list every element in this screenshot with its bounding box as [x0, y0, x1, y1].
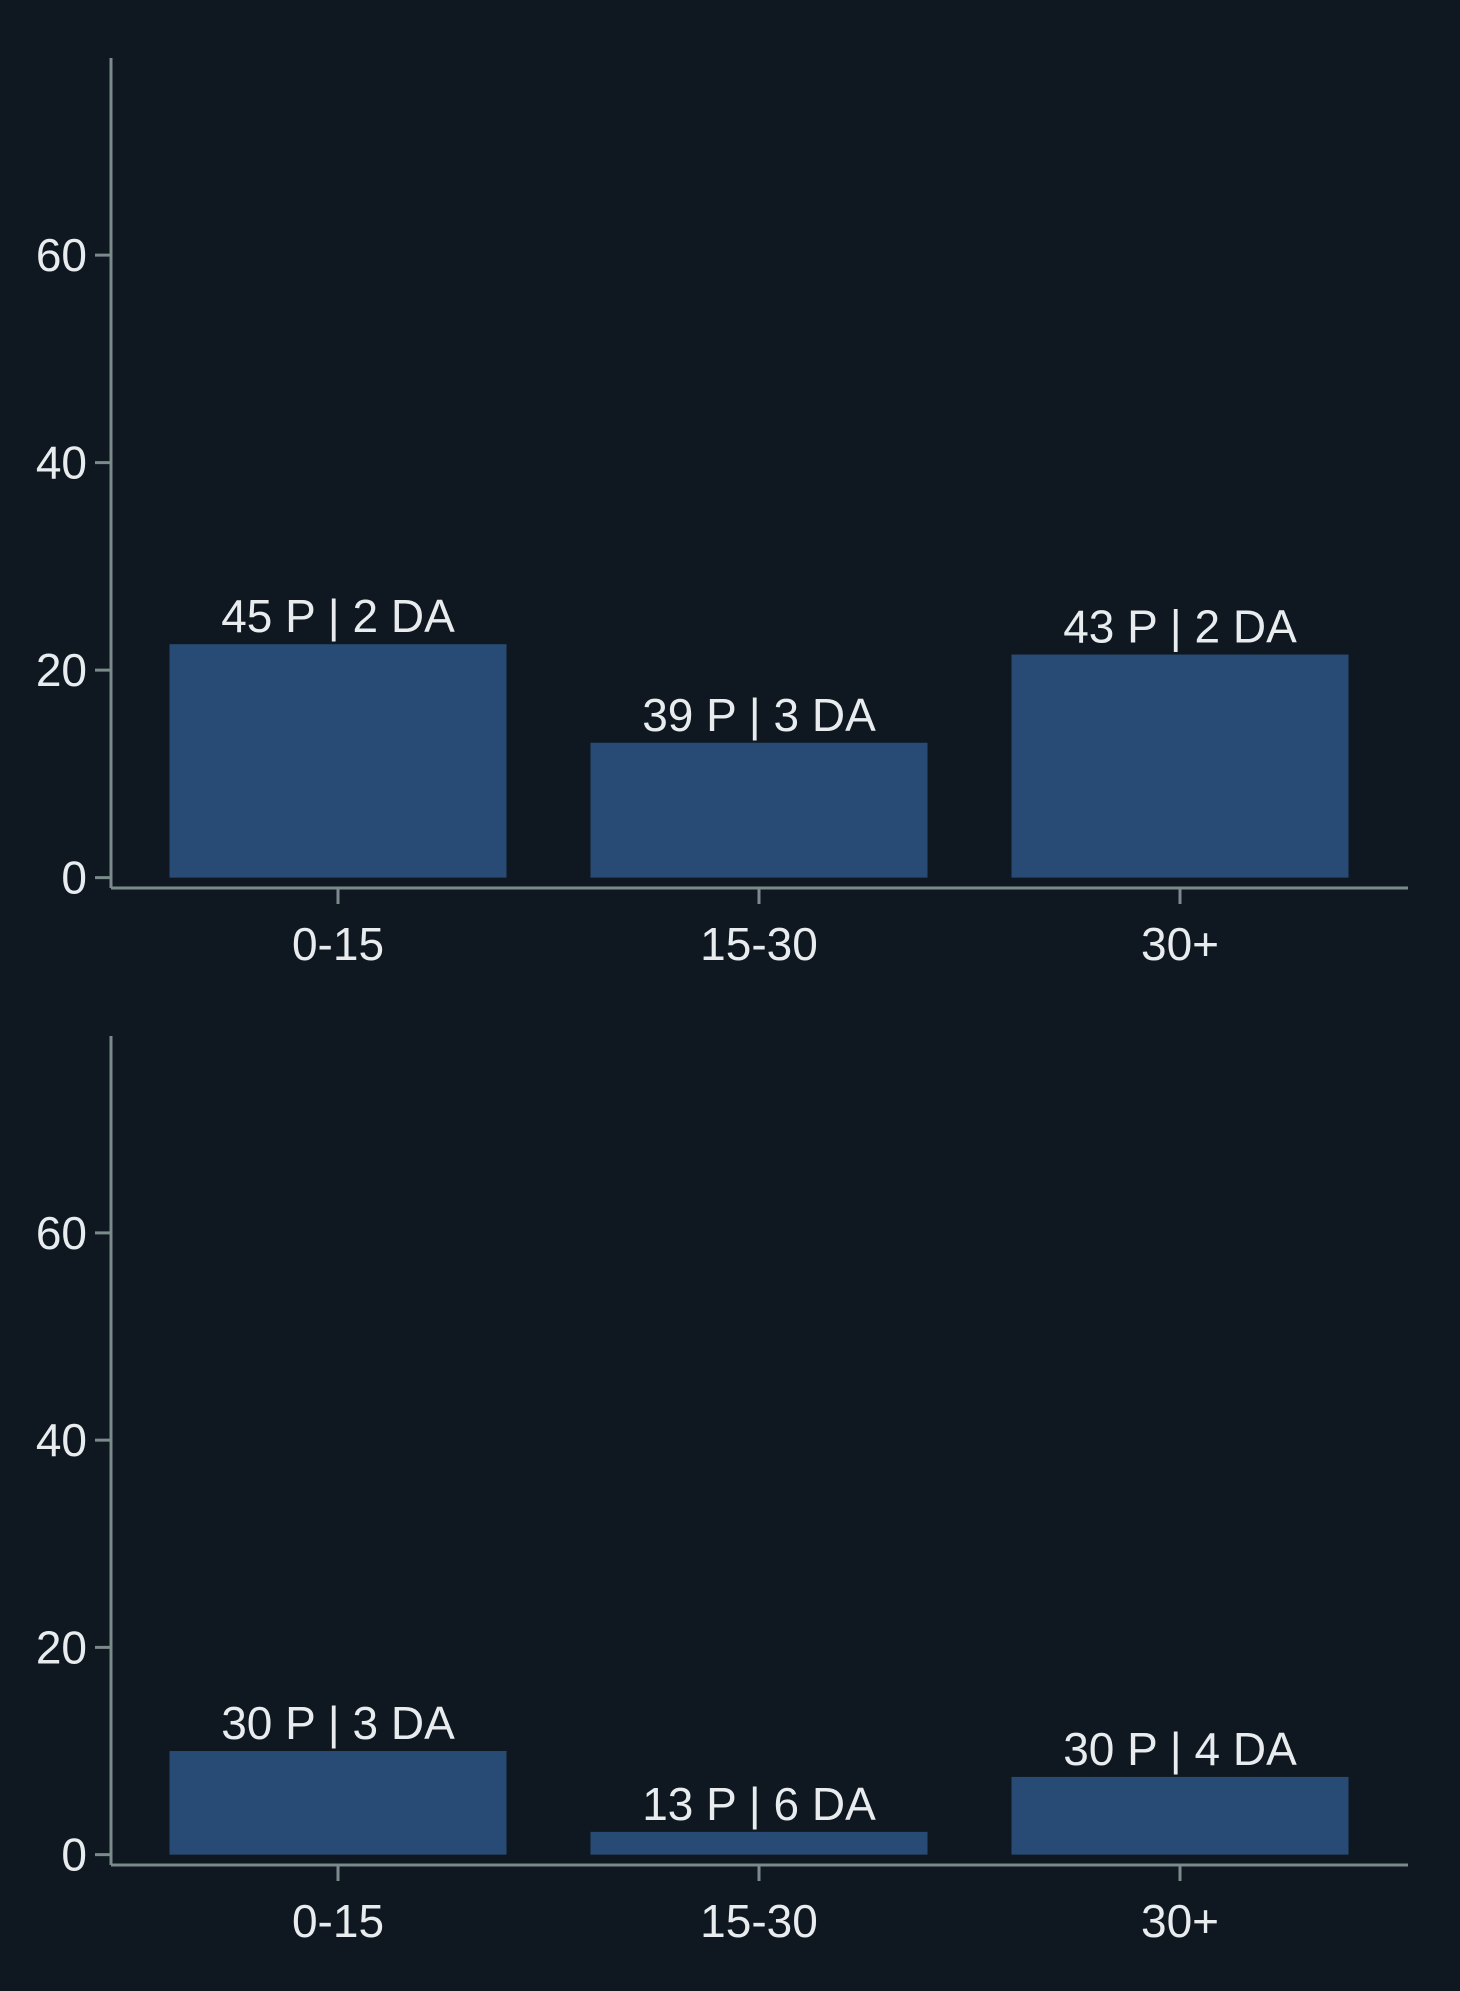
- data-label: 43 P | 2 DA: [1063, 601, 1297, 653]
- data-label: 30 P | 4 DA: [1063, 1723, 1297, 1775]
- y-tick-label: 0: [61, 852, 87, 904]
- x-tick-label: 15-30: [700, 918, 818, 970]
- bar-15-30: [590, 1831, 928, 1855]
- x-tick-label: 0-15: [292, 1895, 384, 1947]
- y-tick-label: 40: [36, 437, 87, 489]
- y-tick-label: 40: [36, 1414, 87, 1466]
- y-tick-label: 60: [36, 229, 87, 281]
- bar-0-15: [169, 644, 507, 878]
- bar-30+: [1011, 654, 1349, 878]
- y-tick-label: 0: [61, 1829, 87, 1881]
- data-label: 30 P | 3 DA: [221, 1697, 455, 1749]
- x-tick-label: 30+: [1141, 1895, 1219, 1947]
- y-tick-label: 20: [36, 1621, 87, 1673]
- bottom-bar-chart: 30 P | 3 DA 0-15 13 P | 6 DA 15-30 30 P | 4 …: [36, 1036, 1408, 1947]
- x-tick-label: 15-30: [700, 1895, 818, 1947]
- bar-30+: [1011, 1776, 1349, 1855]
- top-bar-chart: 45 P | 2 DA 0-15 39 P | 3 DA 15-30 43 P | 2 …: [36, 58, 1408, 970]
- data-label: 39 P | 3 DA: [642, 689, 876, 741]
- y-tick-label: 60: [36, 1207, 87, 1259]
- data-label: 13 P | 6 DA: [642, 1778, 876, 1830]
- data-label: 45 P | 2 DA: [221, 590, 455, 642]
- bar-15-30: [590, 742, 928, 878]
- y-tick-label: 20: [36, 644, 87, 696]
- x-tick-label: 0-15: [292, 918, 384, 970]
- bar-0-15: [169, 1751, 507, 1855]
- x-tick-label: 30+: [1141, 918, 1219, 970]
